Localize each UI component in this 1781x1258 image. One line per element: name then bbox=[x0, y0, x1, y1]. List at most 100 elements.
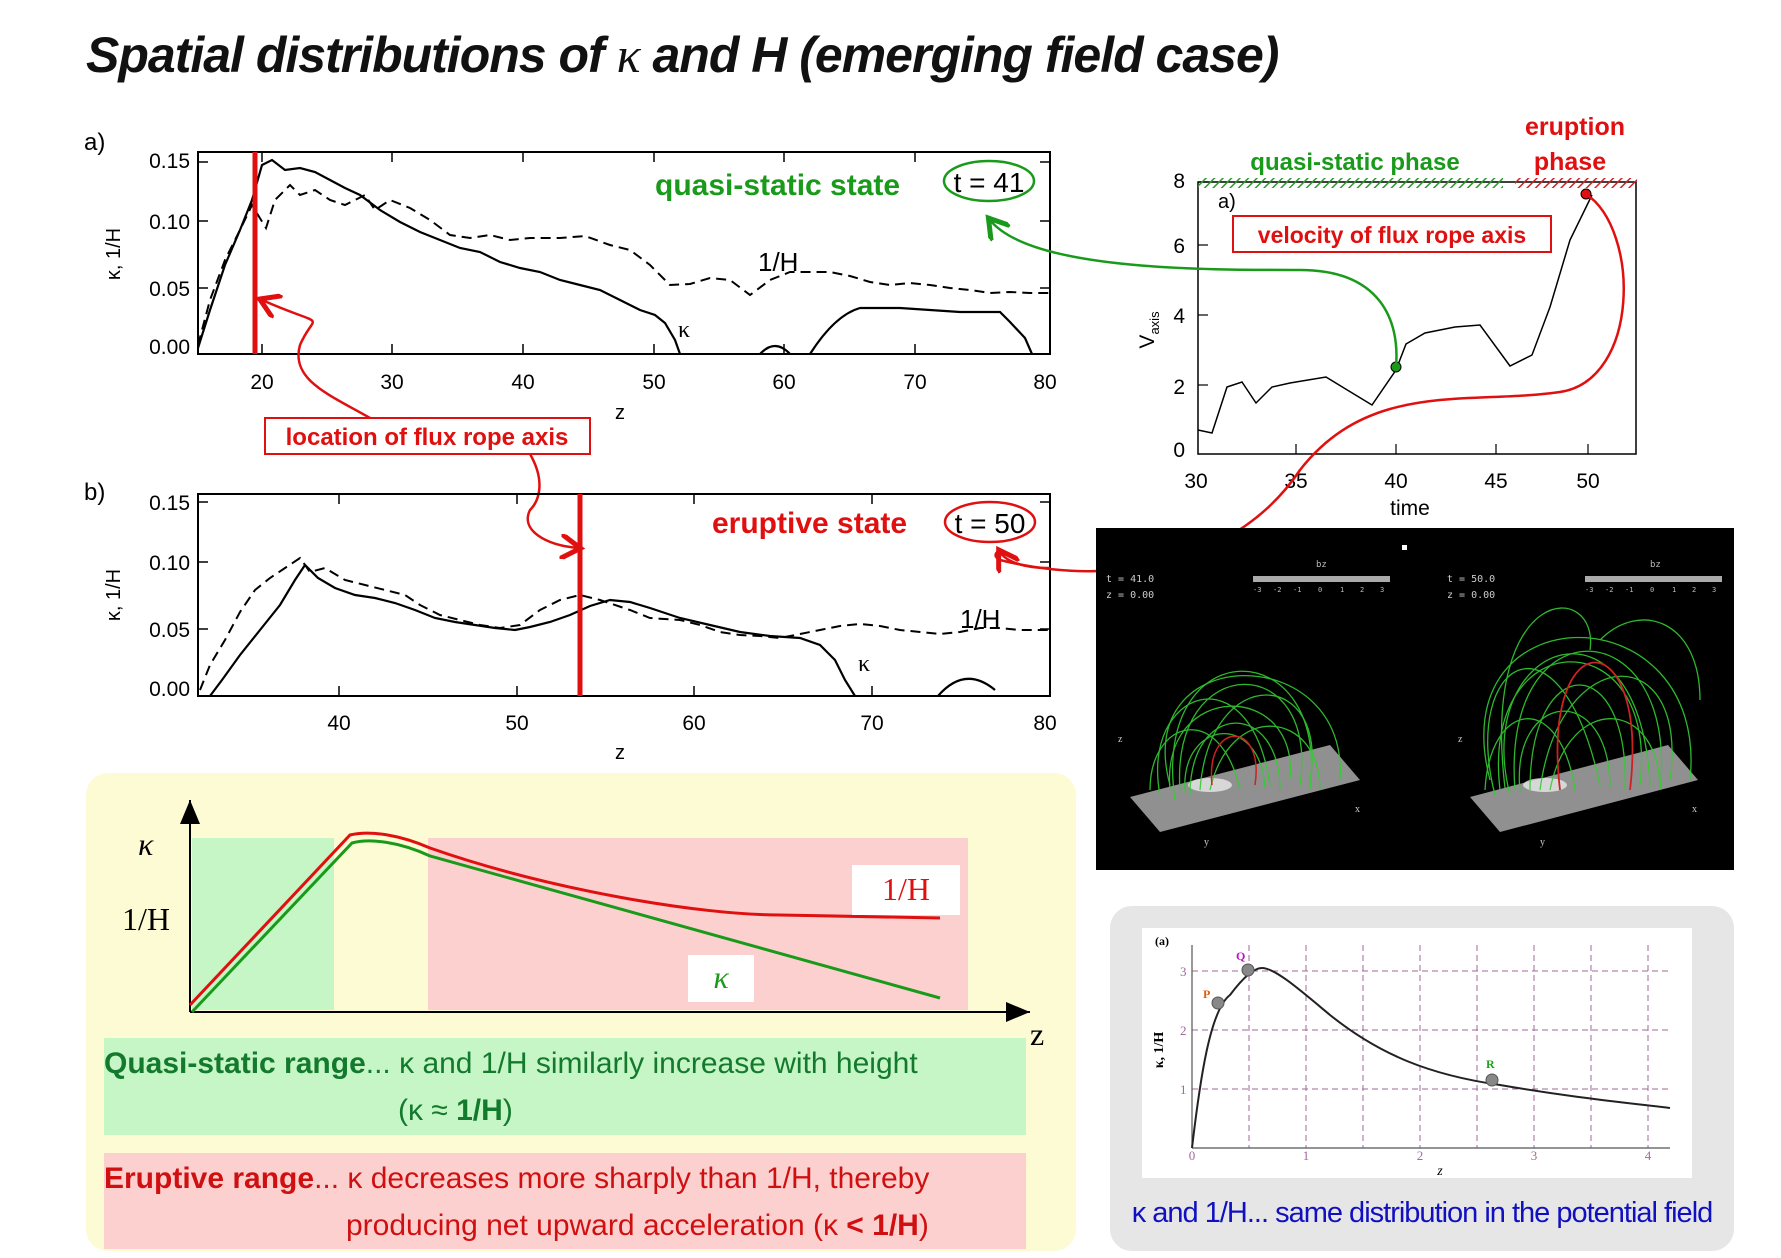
xtick: 80 bbox=[1033, 712, 1056, 735]
eruption-phase-bar bbox=[1515, 178, 1637, 188]
eruptive-range-line2: producing net upward acceleration (κ < 1… bbox=[346, 1209, 929, 1242]
eruption-connector-tip bbox=[1000, 552, 1051, 568]
svg-text:0: 0 bbox=[1189, 1148, 1196, 1163]
panel-b-kappa-curve bbox=[209, 563, 856, 697]
panel-a-frame bbox=[197, 151, 1051, 355]
svg-text:0: 0 bbox=[1650, 586, 1654, 594]
svg-text:-2: -2 bbox=[1605, 586, 1613, 594]
schematic-panel: κ 1/H z 1/H κ Quasi-static range... κ an… bbox=[86, 773, 1076, 1251]
svg-text:-3: -3 bbox=[1585, 586, 1593, 594]
sim-left-z: z = 0.00 bbox=[1106, 590, 1154, 601]
panel-a-ylabel: κ, 1/H bbox=[103, 228, 125, 280]
simulation-left: bz t = 41.0 z = 0.00 -3 -2 -1 0 1 2 3 z y x bbox=[1106, 560, 1390, 848]
panel-b-kappa-bump bbox=[937, 677, 996, 697]
quasi-phase-bar bbox=[1198, 178, 1503, 188]
svg-text:-1: -1 bbox=[1625, 586, 1633, 594]
svg-text:2: 2 bbox=[1180, 1023, 1187, 1038]
ytick: 0.00 bbox=[149, 336, 190, 359]
quasi-range-box bbox=[104, 1038, 1026, 1135]
axis-x-right: x bbox=[1692, 804, 1697, 815]
potential-plot-area bbox=[1142, 928, 1692, 1178]
eruptive-range-box bbox=[104, 1153, 1026, 1249]
ytick: 0 bbox=[1173, 439, 1185, 462]
page-title: Spatial distributions of κ and H (emergi… bbox=[86, 27, 1279, 83]
xtick: 40 bbox=[511, 371, 534, 394]
schematic-kappa-label-box bbox=[688, 955, 754, 1002]
panel-a-xlabel: z bbox=[615, 402, 625, 424]
ytick: 0.15 bbox=[149, 492, 190, 515]
panel-b-time: t = 50 bbox=[955, 508, 1026, 539]
panel-a-kappa-curve bbox=[196, 158, 682, 355]
velocity-curve bbox=[1197, 194, 1593, 434]
potential-curve bbox=[1191, 966, 1671, 1149]
velocity-xticks: 30 35 40 45 50 bbox=[1184, 470, 1599, 493]
label-r: R bbox=[1486, 1057, 1495, 1071]
ytick: 0.15 bbox=[149, 150, 190, 173]
panel-b-ylabel: κ, 1/H bbox=[103, 569, 125, 621]
ytick: 0.10 bbox=[149, 552, 190, 575]
ytick: 0.10 bbox=[149, 211, 190, 234]
velocity-note-box bbox=[1232, 215, 1552, 253]
panel-b-frame bbox=[197, 493, 1051, 697]
schematic-kappa-label: κ bbox=[713, 959, 729, 995]
eruption-phase-label-1: eruption bbox=[1525, 113, 1625, 141]
potential-xlabel: z bbox=[1436, 1164, 1443, 1179]
point-q bbox=[1241, 963, 1255, 977]
xtick: 20 bbox=[250, 371, 273, 394]
xtick: 30 bbox=[380, 371, 403, 394]
svg-text:-1: -1 bbox=[1293, 586, 1301, 594]
panel-b-invH-curve bbox=[199, 556, 1050, 691]
ytick: 8 bbox=[1173, 170, 1185, 193]
panel-a-yticks: 0.00 0.05 0.10 0.15 bbox=[149, 150, 190, 359]
panel-b-yticks: 0.00 0.05 0.10 0.15 bbox=[149, 492, 190, 701]
panel-b-invH-label: 1/H bbox=[960, 604, 1000, 634]
axis-note-arrow-down bbox=[526, 453, 578, 548]
axis-z-right: z bbox=[1458, 734, 1463, 745]
xtick: 70 bbox=[903, 371, 926, 394]
panel-a-kappa-bump2 bbox=[809, 306, 1034, 355]
colorbar-left-label: bz bbox=[1316, 560, 1327, 570]
panel-a: a) 0.00 0.05 0.10 0.15 20 30 40 50 60 70… bbox=[84, 129, 1057, 424]
svg-text:2: 2 bbox=[1692, 586, 1696, 594]
svg-text:4: 4 bbox=[1645, 1148, 1652, 1163]
schematic-kappa-curve bbox=[190, 839, 941, 1014]
svg-text:3: 3 bbox=[1180, 964, 1187, 979]
field-lines-right bbox=[1483, 607, 1701, 796]
schematic-invH-label: 1/H bbox=[882, 871, 930, 907]
axis-note-arrow-up bbox=[262, 300, 371, 420]
xtick: 30 bbox=[1184, 470, 1207, 493]
axis-note: location of flux rope axis bbox=[286, 424, 569, 451]
sim-right-time: t = 50.0 bbox=[1447, 574, 1495, 585]
schematic-z-axis: z bbox=[1030, 1016, 1044, 1052]
simulation-image: bz t = 41.0 z = 0.00 -3 -2 -1 0 1 2 3 z y x bbox=[1096, 528, 1734, 870]
quasi-phase-label: quasi-static phase bbox=[1250, 149, 1459, 176]
axis-y-left: y bbox=[1204, 837, 1209, 848]
potential-xticks: 0 1 2 3 4 bbox=[1189, 1148, 1652, 1163]
schematic-invH-curve bbox=[188, 831, 941, 1007]
svg-text:2: 2 bbox=[1360, 586, 1364, 594]
panel-b-xticks: 40 50 60 70 80 bbox=[327, 712, 1056, 735]
xtick: 40 bbox=[327, 712, 350, 735]
velocity-note: velocity of flux rope axis bbox=[1258, 222, 1526, 248]
point-r bbox=[1485, 1073, 1499, 1087]
panel-a-invH-curve bbox=[197, 183, 1050, 346]
svg-text:0: 0 bbox=[1318, 586, 1322, 594]
schematic-kappa-axis: κ bbox=[138, 826, 154, 862]
velocity-panel-label: a) bbox=[1218, 191, 1236, 213]
panel-b-time-ellipse bbox=[943, 500, 1037, 544]
potential-panel-label: (a) bbox=[1155, 934, 1169, 948]
svg-text:1: 1 bbox=[1303, 1148, 1310, 1163]
svg-text:1: 1 bbox=[1180, 1082, 1187, 1097]
xtick: 50 bbox=[1576, 470, 1599, 493]
panel-a-time: t = 41 bbox=[954, 167, 1025, 198]
ytick: 0.00 bbox=[149, 678, 190, 701]
panel-b-label: b) bbox=[84, 479, 105, 506]
ytick: 2 bbox=[1173, 376, 1185, 399]
xtick: 80 bbox=[1033, 371, 1056, 394]
axis-x-left: x bbox=[1355, 804, 1360, 815]
svg-text:3: 3 bbox=[1531, 1148, 1538, 1163]
panel-a-time-ellipse bbox=[942, 159, 1036, 203]
panel-a-state: quasi-static state bbox=[655, 169, 900, 202]
panel-b-state: eruptive state bbox=[712, 507, 907, 540]
